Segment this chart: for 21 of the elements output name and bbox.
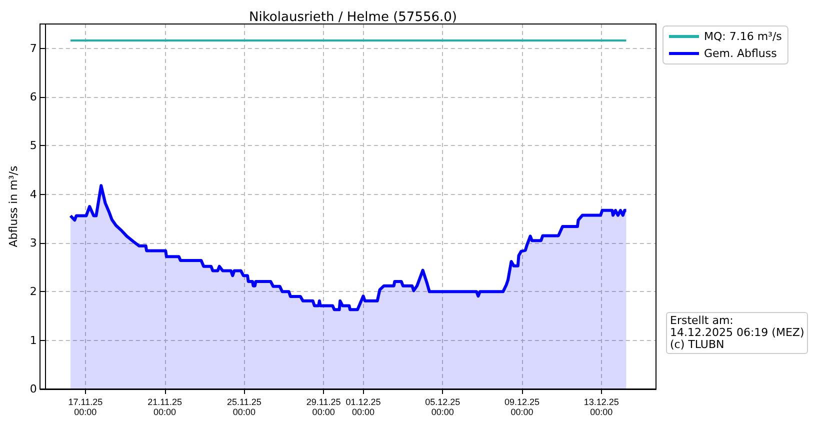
y-tick-label: 2: [30, 285, 37, 298]
y-tick-label: 0: [30, 382, 37, 396]
y-tick-label: 4: [30, 188, 37, 201]
x-tick-label: 13.12.25 00:00: [584, 397, 619, 417]
y-tick-label: 7: [30, 42, 37, 55]
y-tick-label: 1: [30, 334, 37, 347]
y-tick-label: 5: [30, 139, 37, 152]
x-tick-label: 17.11.25 00:00: [68, 397, 103, 417]
chart-title: Nikolausrieth / Helme (57556.0): [249, 10, 457, 25]
text: Erstellt am: 14.12.2025 06:19 (MEZ) (c) TLUBN: [666, 312, 808, 354]
y-tick-label: 6: [30, 90, 37, 104]
x-tick-label: 05.12.25 00:00: [425, 397, 460, 417]
y-tick-label: 3: [30, 236, 37, 250]
legend-label: MQ: 7.16 m³/s: [704, 30, 782, 43]
x-tick-label: 29.11.25 00:00: [306, 397, 341, 417]
legend-label: Gem. Abfluss: [704, 47, 778, 60]
y-axis-title: Abfluss in m³/s: [7, 166, 20, 248]
x-tick-label: 25.11.25 00:00: [227, 397, 262, 417]
x-tick-label: 21.11.25 00:00: [148, 397, 182, 417]
x-tick-label: 09.12.25 00:00: [504, 397, 540, 417]
x-tick-label: 01.12.25 00:00: [346, 397, 381, 417]
